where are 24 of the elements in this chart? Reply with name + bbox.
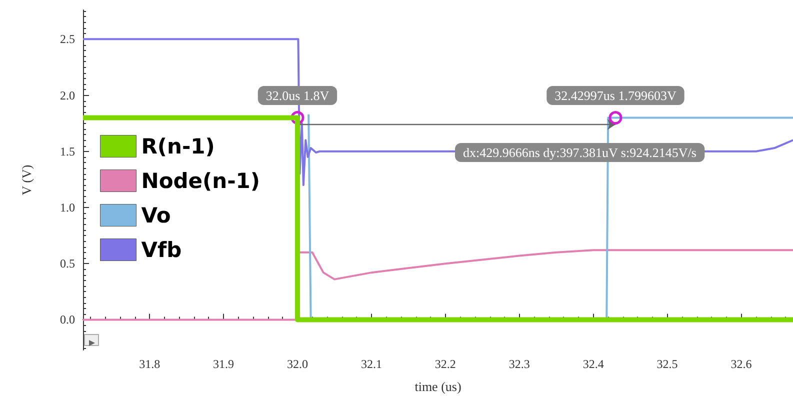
x-tick-label: 32.6 [730,357,752,371]
x-tick-label: 31.8 [139,357,160,371]
legend-label: Vo [141,203,171,228]
annotation: dx:429.9666ns dy:397.381uV s:924.2145V/s [463,145,696,160]
x-tick-label: 32.4 [582,357,604,371]
y-tick-label: 1.0 [60,200,75,214]
x-tick-label: 32.2 [434,357,456,371]
y-tick-label: 2.5 [60,32,75,46]
x-axis-title: time (us) [414,379,462,394]
legend-label: Vfb [141,238,182,262]
x-tick-label: 32.1 [360,357,382,371]
y-tick-label: 0.0 [60,312,75,327]
y-tick-label: 2.0 [60,88,75,102]
legend-label: R(n-1) [141,134,215,158]
x-tick-label: 31.9 [213,357,234,371]
annotation: 32.0us 1.8V [266,88,330,103]
y-tick-label: 1.5 [60,144,75,158]
annotation: 32.42997us 1.799603V [554,88,677,104]
x-tick-label: 32.5 [656,357,678,371]
y-tick-label: 0.5 [60,256,75,271]
x-tick-label: 32.0 [286,357,308,371]
y-axis-title: V (V) [19,164,34,196]
x-tick-label: 32.3 [508,357,530,371]
legend-label: Node(n-1) [141,168,260,193]
